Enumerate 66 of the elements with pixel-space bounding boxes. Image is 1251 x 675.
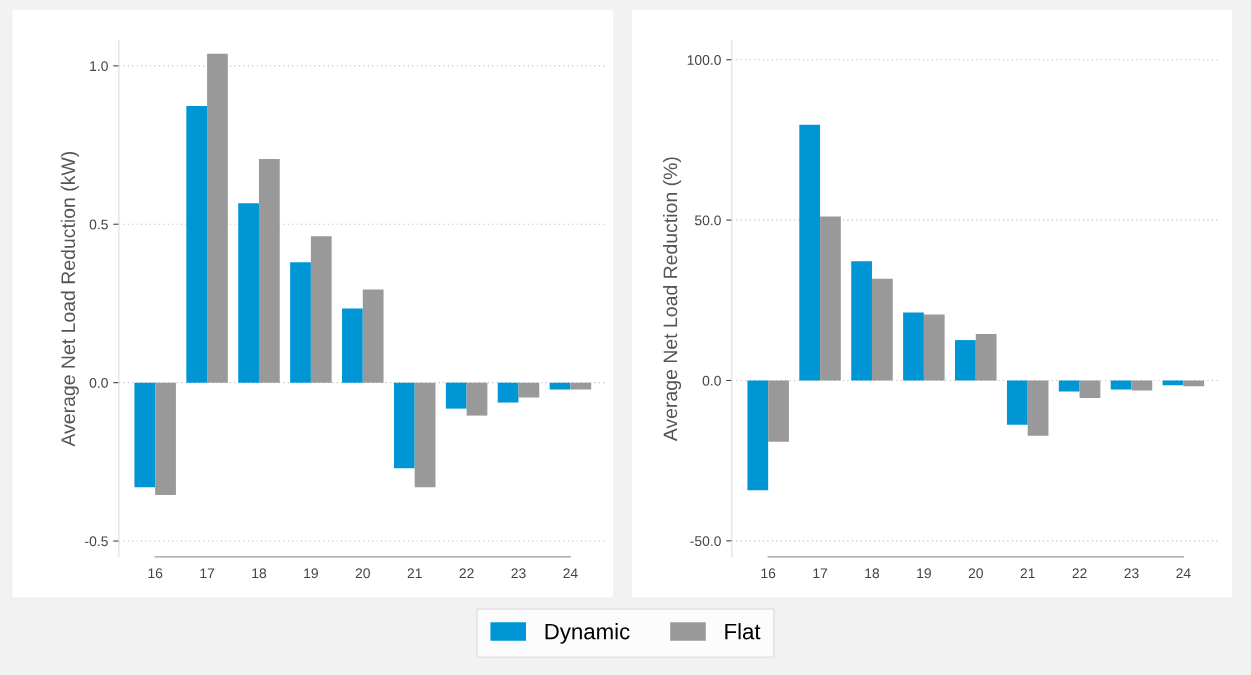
x-tick-label: 17 (813, 568, 828, 579)
bar (290, 262, 311, 383)
bar (518, 382, 540, 398)
x-tick-label: 19 (917, 568, 931, 579)
x-tick-label: 22 (459, 568, 474, 579)
x-tick-label: 22 (1072, 568, 1087, 579)
bar (923, 314, 945, 381)
x-tick-label: 16 (761, 568, 776, 579)
bar (238, 203, 259, 383)
x-tick-label: 19 (304, 568, 318, 579)
x-tick-label: 16 (148, 568, 163, 579)
legend-label: Flat (725, 623, 761, 640)
bar (768, 380, 789, 442)
bar (903, 312, 924, 381)
x-tick-label: 24 (1176, 568, 1191, 579)
y-tick-label: -50.0 (690, 536, 721, 547)
y-tick-label: -0.5 (85, 536, 108, 547)
y-tick-label: 0.5 (89, 219, 108, 230)
y-tick-label: 100.0 (687, 55, 721, 65)
bar (362, 289, 384, 383)
bar (1027, 380, 1049, 436)
bar (1131, 380, 1153, 391)
x-tick-label: 20 (968, 568, 983, 579)
x-tick-label: 21 (407, 568, 422, 579)
bar (851, 261, 872, 381)
y-tick-label: 50.0 (694, 215, 721, 226)
x-tick-label: 18 (865, 568, 880, 579)
y-axis-title: Average Net Load Reduction (%) (662, 157, 682, 442)
x-tick-label: 20 (355, 568, 370, 579)
x-tick-label: 23 (1124, 568, 1139, 579)
bar (975, 333, 997, 381)
y-tick-label: 0.0 (702, 375, 721, 386)
bar (497, 382, 519, 403)
bar (799, 124, 821, 381)
bar (1162, 380, 1184, 386)
bar (747, 380, 769, 491)
bar (871, 278, 893, 381)
bar (1079, 380, 1101, 399)
bar (955, 340, 976, 381)
bar (1110, 380, 1132, 390)
bar (570, 382, 592, 390)
x-tick-label: 21 (1020, 568, 1035, 579)
bar (414, 382, 436, 488)
bar (445, 382, 467, 409)
bar (310, 236, 332, 383)
x-tick-label: 17 (200, 568, 215, 579)
bar (1006, 380, 1028, 425)
bar (393, 382, 415, 469)
bar (134, 382, 156, 488)
x-tick-label: 23 (511, 568, 526, 579)
x-tick-label: 24 (563, 568, 578, 579)
legend-label: Dynamic (545, 623, 630, 644)
bar (549, 382, 571, 390)
bar (1058, 380, 1080, 392)
y-axis-title: Average Net Load Reduction (kW) (60, 151, 79, 447)
bar (342, 308, 363, 383)
bar (155, 382, 176, 496)
y-tick-label: 1.0 (90, 61, 108, 72)
bar (1183, 380, 1205, 387)
y-tick-label: 0.0 (89, 377, 108, 388)
bar (207, 53, 228, 383)
bar (820, 216, 841, 381)
bar (186, 106, 208, 383)
bar (258, 158, 280, 383)
x-tick-label: 18 (252, 568, 267, 579)
bar (466, 382, 488, 416)
